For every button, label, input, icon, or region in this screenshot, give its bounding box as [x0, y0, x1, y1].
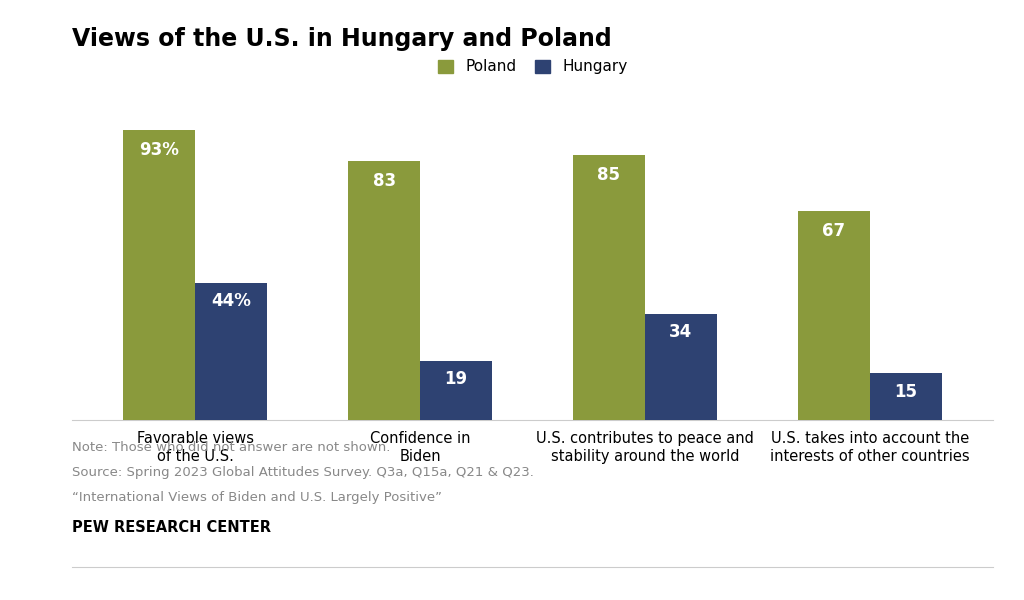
Text: 19: 19 — [444, 370, 468, 388]
Bar — [869, 373, 942, 420]
Text: “International Views of Biden and U.S. Largely Positive”: “International Views of Biden and U.S. L… — [72, 491, 441, 505]
Text: 67: 67 — [822, 222, 845, 240]
Text: 85: 85 — [597, 166, 621, 184]
Text: 34: 34 — [670, 323, 692, 341]
Bar — [348, 161, 420, 420]
Text: Source: Spring 2023 Global Attitudes Survey. Q3a, Q15a, Q21 & Q23.: Source: Spring 2023 Global Attitudes Sur… — [72, 466, 534, 479]
Text: PEW RESEARCH CENTER: PEW RESEARCH CENTER — [72, 520, 270, 535]
Bar — [798, 211, 869, 420]
Text: 93%: 93% — [139, 141, 179, 159]
Bar — [573, 155, 645, 420]
Bar — [196, 283, 267, 420]
Text: Note: Those who did not answer are not shown.: Note: Those who did not answer are not s… — [72, 441, 390, 454]
Text: Views of the U.S. in Hungary and Poland: Views of the U.S. in Hungary and Poland — [72, 27, 611, 51]
Text: 44%: 44% — [211, 292, 251, 310]
Bar — [645, 314, 717, 420]
Text: 83: 83 — [373, 172, 395, 190]
Text: 15: 15 — [894, 383, 918, 401]
Bar — [420, 361, 492, 420]
Bar — [123, 130, 196, 420]
Legend: Poland, Hungary: Poland, Hungary — [437, 59, 628, 74]
